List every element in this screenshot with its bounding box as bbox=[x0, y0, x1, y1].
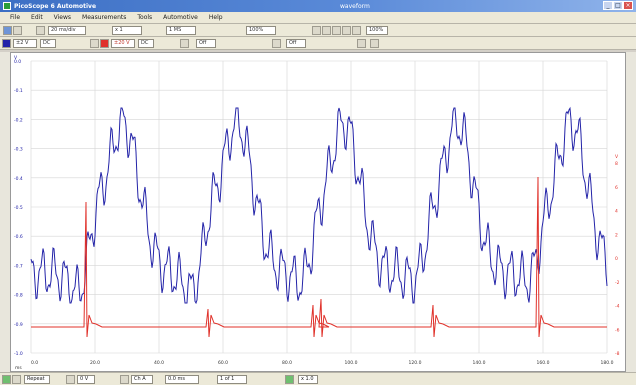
persistence-mode-icon[interactable] bbox=[13, 26, 22, 35]
right-axis-unit: V bbox=[615, 154, 619, 160]
hand-pan-icon[interactable] bbox=[322, 26, 331, 35]
scope-plot[interactable]: 0.0 -0.1 -0.2 -0.3 -0.4 -0.5 -0.6 -0.7 -0.8 -0.9 -… bbox=[11, 53, 625, 371]
scope-mode-icon[interactable] bbox=[3, 26, 12, 35]
menu-edit[interactable]: Edit bbox=[31, 14, 43, 21]
x-axis-tick-label: 160.0 bbox=[537, 360, 550, 366]
minimize-button[interactable]: _ bbox=[603, 1, 613, 10]
scope-view[interactable]: 0.0 -0.1 -0.2 -0.3 -0.4 -0.5 -0.6 -0.7 -0.8 -0.9 -… bbox=[10, 52, 626, 372]
timebase-select[interactable]: 20 ms/div bbox=[48, 26, 86, 35]
trigger-mode-select[interactable]: Repeat bbox=[24, 375, 50, 384]
channel-d-options-icon[interactable] bbox=[357, 39, 366, 48]
menu-bar: File Edit Views Measurements Tools Autom… bbox=[0, 12, 636, 24]
left-axis-tick-label: -0.9 bbox=[14, 322, 23, 328]
left-axis-tick-label: -0.7 bbox=[14, 263, 23, 269]
run-icon[interactable] bbox=[2, 375, 11, 384]
right-axis-tick-label: 0 bbox=[615, 256, 618, 262]
right-axis-tick-label: -6 bbox=[615, 327, 620, 333]
menu-help[interactable]: Help bbox=[208, 14, 223, 21]
right-axis-tick-label: -2 bbox=[615, 280, 620, 286]
app-icon bbox=[3, 2, 11, 10]
window-title: PicoScope 6 Automotive bbox=[14, 2, 97, 10]
pretrigger-box[interactable]: 0.0 ms bbox=[165, 375, 199, 384]
left-axis-tick-label: -1.0 bbox=[14, 351, 23, 357]
left-axis-tick-label: -0.5 bbox=[14, 205, 23, 211]
channel-d-range[interactable]: Off bbox=[286, 39, 306, 48]
status-bar: Repeat 0 V Ch A 0.0 ms 1 of 1 x 1.0 bbox=[0, 372, 636, 385]
probe-settings-icon[interactable] bbox=[370, 39, 379, 48]
capture-counter: 1 of 1 bbox=[217, 375, 247, 384]
capture-toolbar: 20 ms/div x 1 1 MS 100% 100% bbox=[0, 24, 636, 37]
right-axis-tick-label: 4 bbox=[615, 209, 618, 215]
zoom-out-icon[interactable] bbox=[342, 26, 351, 35]
x-axis-tick-label: 180.0 bbox=[601, 360, 614, 366]
menu-views[interactable]: Views bbox=[53, 14, 72, 21]
x-axis-tick-label: 140.0 bbox=[473, 360, 486, 366]
channel-a-coupling[interactable]: DC bbox=[40, 39, 56, 48]
menu-file[interactable]: File bbox=[10, 14, 21, 21]
hand-tool-icon[interactable] bbox=[36, 26, 45, 35]
channel-toolbar: ±2 V DC ±20 V DC Off Off bbox=[0, 37, 636, 50]
left-axis-tick-label: 0.0 bbox=[14, 59, 21, 65]
pointer-tool-icon[interactable] bbox=[312, 26, 321, 35]
right-axis-tick-label: 6 bbox=[615, 185, 618, 191]
channel-a-icon[interactable] bbox=[2, 39, 11, 48]
channel-b-icon[interactable] bbox=[100, 39, 109, 48]
close-button[interactable]: × bbox=[623, 1, 633, 10]
zoom-level-box[interactable]: 100% bbox=[366, 26, 388, 35]
left-axis-tick-label: -0.6 bbox=[14, 234, 23, 240]
left-axis-tick-label: -0.8 bbox=[14, 293, 23, 299]
channel-c-options-icon[interactable] bbox=[272, 39, 281, 48]
zoom-info: x 1.0 bbox=[298, 375, 318, 384]
zoom-fit-icon[interactable] bbox=[352, 26, 361, 35]
right-axis-tick-label: -8 bbox=[615, 351, 620, 357]
x-axis-tick-label: 80.0 bbox=[282, 360, 292, 366]
left-axis-tick-label: -0.3 bbox=[14, 147, 23, 153]
x-axis-tick-label: 100.0 bbox=[345, 360, 358, 366]
title-bar: PicoScope 6 Automotive waveform _ □ × bbox=[0, 0, 636, 12]
x-axis-tick-label: 60.0 bbox=[218, 360, 228, 366]
zoom-in-icon[interactable] bbox=[332, 26, 341, 35]
right-axis-tick-label: 2 bbox=[615, 232, 618, 238]
maximize-button[interactable]: □ bbox=[613, 1, 623, 10]
menu-measurements[interactable]: Measurements bbox=[82, 14, 127, 21]
right-axis-tick-label: -4 bbox=[615, 304, 620, 310]
right-axis-tick-label: 8 bbox=[615, 161, 618, 167]
channel-a-trace bbox=[30, 106, 608, 305]
x-axis-tick-label: 40.0 bbox=[154, 360, 164, 366]
channel-b-coupling[interactable]: DC bbox=[138, 39, 154, 48]
channel-c-range[interactable]: Off bbox=[196, 39, 216, 48]
channel-b-range[interactable]: ±20 V bbox=[111, 39, 135, 48]
trigger-icon[interactable] bbox=[12, 375, 21, 384]
left-axis-tick-label: -0.1 bbox=[14, 88, 23, 94]
samples-select[interactable]: 1 MS bbox=[166, 26, 196, 35]
left-axis-tick-label: -0.4 bbox=[14, 176, 23, 182]
menu-automotive[interactable]: Automotive bbox=[163, 14, 198, 21]
menu-tools[interactable]: Tools bbox=[137, 14, 153, 21]
channel-a-options-icon[interactable] bbox=[90, 39, 99, 48]
left-axis-unit: V bbox=[14, 55, 18, 61]
document-name: waveform bbox=[340, 2, 370, 10]
pretrigger-icon[interactable] bbox=[120, 375, 129, 384]
channel-a-range[interactable]: ±2 V bbox=[13, 39, 37, 48]
zoom-factor-select[interactable]: x 1 bbox=[112, 26, 142, 35]
left-gutter bbox=[0, 52, 10, 372]
start-capture-icon[interactable] bbox=[285, 375, 294, 384]
right-gutter bbox=[626, 52, 636, 372]
trigger-edge-icon[interactable] bbox=[66, 375, 75, 384]
channel-b-trace bbox=[31, 176, 607, 338]
x-axis-tick-label: 0.0 bbox=[31, 360, 38, 366]
left-axis-tick-label: -0.2 bbox=[14, 117, 23, 123]
trigger-channel-select[interactable]: Ch A bbox=[131, 375, 153, 384]
x-axis-tick-label: 120.0 bbox=[409, 360, 422, 366]
x-axis-tick-label: 20.0 bbox=[90, 360, 100, 366]
zoom-percent-select[interactable]: 100% bbox=[246, 26, 276, 35]
trigger-level-box[interactable]: 0 V bbox=[77, 375, 95, 384]
channel-b-options-icon[interactable] bbox=[180, 39, 189, 48]
x-axis-unit: ms bbox=[15, 366, 22, 371]
